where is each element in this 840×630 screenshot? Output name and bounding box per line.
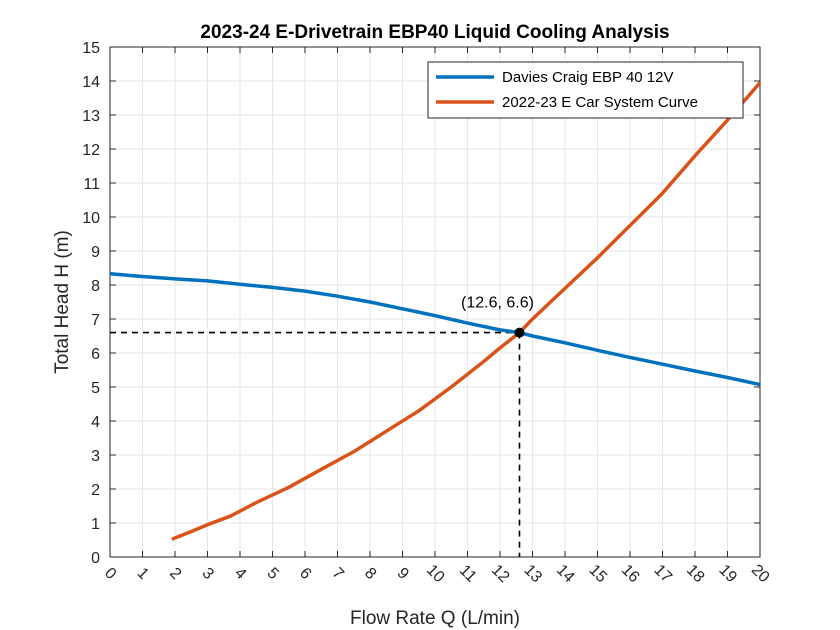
y-tick-label-9: 9 xyxy=(91,244,100,261)
y-axis-label: Total Head H (m) xyxy=(52,230,73,374)
y-tick-label-7: 7 xyxy=(91,312,100,329)
y-tick-label-15: 15 xyxy=(82,40,100,57)
y-tick-label-6: 6 xyxy=(91,346,100,363)
intersection-point xyxy=(514,327,525,338)
y-tick-label-12: 12 xyxy=(82,142,100,159)
y-tick-label-5: 5 xyxy=(91,380,100,397)
y-tick-label-10: 10 xyxy=(82,210,100,227)
legend-label-1: Davies Craig EBP 40 12V xyxy=(502,69,673,86)
y-tick-label-4: 4 xyxy=(91,414,100,431)
y-tick-label-0: 0 xyxy=(91,550,100,567)
y-tick-label-14: 14 xyxy=(82,74,100,91)
y-tick-label-3: 3 xyxy=(91,448,100,465)
plot-area: 0 1 2 3 4 5 6 7 8 9 10 11 12 13 14 15 16 17 18 19 2001234567… xyxy=(82,40,772,586)
legend-box xyxy=(427,61,744,119)
x-axis-label: Flow Rate Q (L/min) xyxy=(350,608,520,629)
series-line-2 xyxy=(171,81,762,541)
chart-title: 2023-24 E-Drivetrain EBP40 Liquid Coolin… xyxy=(200,22,669,43)
legend-label-2: 2022-23 E Car System Curve xyxy=(502,94,698,111)
grid-lines xyxy=(109,46,761,558)
y-tick-label-8: 8 xyxy=(91,278,100,295)
intersection-label: (12.6, 6.6) xyxy=(461,295,534,312)
series-line-1 xyxy=(109,272,761,387)
y-tick-label-11: 11 xyxy=(83,176,100,193)
y-tick-label-13: 13 xyxy=(82,108,100,125)
y-tick-label-2: 2 xyxy=(91,482,100,499)
y-tick-label-1: 1 xyxy=(91,516,100,533)
legend: Davies Craig EBP 40 12V 2022-23 E Car Sys… xyxy=(427,61,744,119)
